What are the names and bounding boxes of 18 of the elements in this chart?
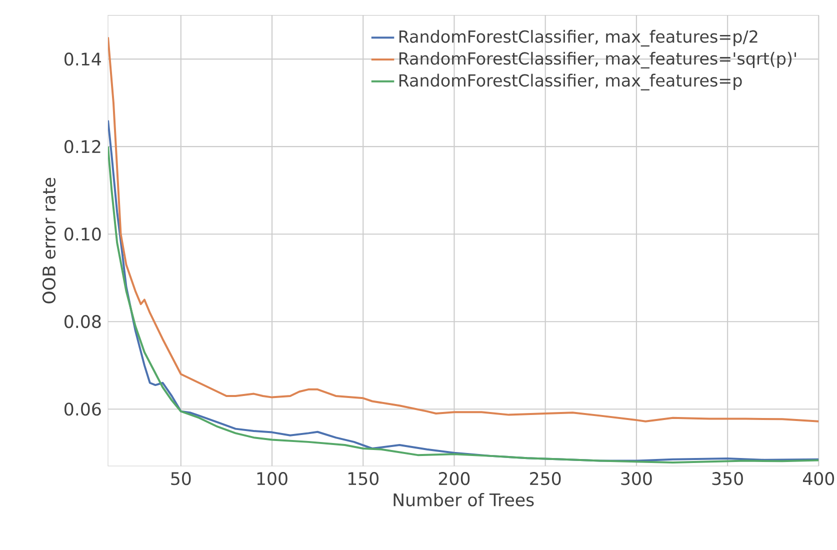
x-tick-label: 150 (348, 472, 378, 486)
y-tick-label: 0.06 (64, 402, 101, 416)
y-tick-label: 0.12 (64, 140, 100, 154)
x-tick-label: 400 (802, 472, 834, 486)
x-tick-label: 300 (621, 472, 652, 486)
y-tick-label: 0.10 (64, 228, 101, 241)
legend-label: RandomForestClassifier, max_features=p/2 (399, 30, 758, 47)
x-tick-label: 250 (530, 472, 561, 486)
y-tick-label: 0.08 (64, 315, 101, 328)
y-axis-title: OOB error rate (42, 178, 56, 304)
x-tick-label: 50 (171, 472, 191, 486)
x-tick-label: 200 (438, 472, 470, 486)
x-tick-label: 350 (712, 472, 743, 486)
x-axis-title: Number of Trees (394, 492, 534, 506)
legend-label: RandomForestClassifier, max_features=p (399, 74, 742, 90)
y-tick-label: 0.14 (64, 52, 101, 66)
legend-label: RandomForestClassifier, max_features='sqrt(p)' (399, 52, 796, 68)
x-tick-label: 100 (257, 472, 288, 486)
